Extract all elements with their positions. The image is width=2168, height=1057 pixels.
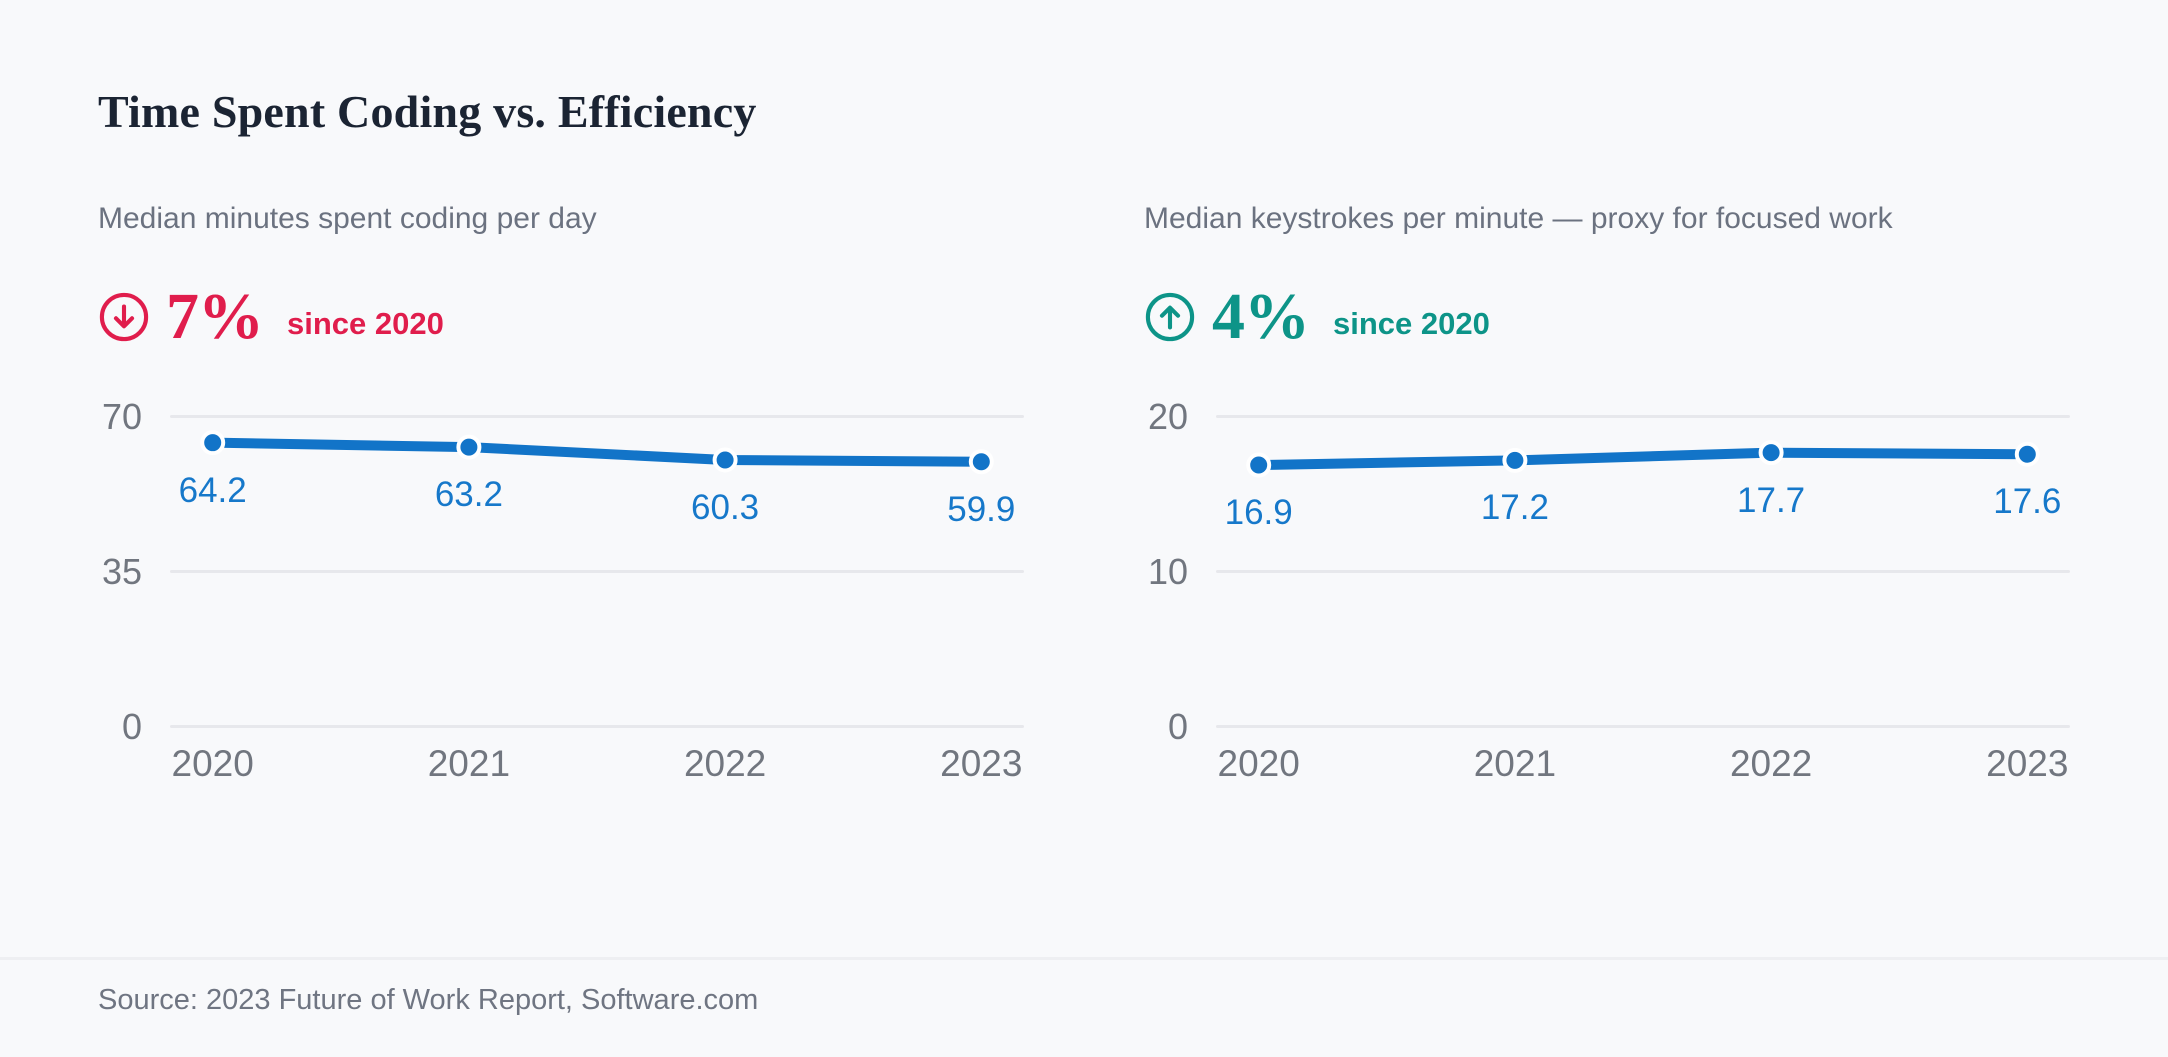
y-tick-label: 35 bbox=[101, 550, 142, 592]
stat-caption: since 2020 bbox=[1333, 305, 1490, 341]
gridline bbox=[170, 725, 1024, 729]
x-tick-label: 2020 bbox=[1217, 742, 1300, 784]
data-point-label: 59.9 bbox=[947, 489, 1016, 529]
stat-value: 4% bbox=[1212, 279, 1310, 353]
data-point-label: 17.7 bbox=[1737, 480, 1806, 520]
x-tick-label: 2020 bbox=[171, 742, 254, 784]
y-tick-label: 0 bbox=[1167, 705, 1188, 747]
gridline bbox=[170, 570, 1024, 574]
x-tick-label: 2022 bbox=[1729, 742, 1813, 784]
source-note: Source: 2023 Future of Work Report, Soft… bbox=[98, 984, 759, 1016]
data-point-label: 17.6 bbox=[1993, 482, 2062, 522]
gridline bbox=[1216, 725, 2070, 729]
arrow-up-circle-icon bbox=[1145, 292, 1195, 342]
charts-container: Median minutes spent coding per day 7% s… bbox=[98, 201, 2070, 789]
report-page: Time Spent Coding vs. Efficiency Median … bbox=[0, 86, 2168, 1057]
y-tick-label: 20 bbox=[1147, 395, 1188, 437]
chart-area: 0 35 70 64.2 63.2 60.3 59.9 bbox=[98, 396, 1024, 747]
plot-area: 64.2 63.2 60.3 59.9 bbox=[170, 415, 1024, 729]
chart-area: 0 10 20 16.9 17.2 17.7 17.6 bbox=[1144, 396, 2070, 747]
x-tick-label: 2021 bbox=[1473, 742, 1557, 784]
x-tick-label: 2022 bbox=[683, 742, 767, 784]
arrow-down-circle-icon bbox=[99, 292, 149, 342]
data-point bbox=[712, 447, 738, 473]
x-tick-label: 2023 bbox=[940, 742, 1023, 784]
y-tick-label: 10 bbox=[1147, 550, 1188, 592]
data-point bbox=[1246, 452, 1272, 478]
line-series bbox=[200, 430, 994, 475]
footer-divider bbox=[0, 957, 2168, 960]
chart-subtitle: Median minutes spent coding per day bbox=[98, 201, 597, 235]
line-series bbox=[1246, 440, 2040, 478]
chart-keystrokes: Median keystrokes per minute — proxy for… bbox=[1144, 201, 2070, 789]
x-axis-labels: 2020 2021 2022 2023 bbox=[1216, 743, 2070, 789]
data-point bbox=[1758, 440, 1784, 466]
data-point bbox=[1502, 447, 1528, 473]
data-point-label: 17.2 bbox=[1480, 488, 1549, 528]
y-tick-label: 0 bbox=[121, 705, 142, 747]
stat-value: 7% bbox=[166, 279, 264, 353]
data-point-label: 63.2 bbox=[434, 475, 503, 514]
data-point bbox=[2014, 441, 2040, 467]
chart-minutes-coding: Median minutes spent coding per day 7% s… bbox=[98, 201, 1024, 789]
x-axis-labels: 2020 2021 2022 2023 bbox=[170, 743, 1024, 789]
data-point-label: 16.9 bbox=[1224, 492, 1293, 532]
data-point-label: 64.2 bbox=[178, 470, 247, 510]
stat-row-increase: 4% since 2020 bbox=[1144, 283, 2070, 351]
data-point bbox=[200, 430, 226, 456]
gridline bbox=[170, 415, 1024, 419]
data-point-label: 60.3 bbox=[691, 487, 760, 527]
chart-subtitle: Median keystrokes per minute — proxy for… bbox=[1144, 201, 1893, 235]
x-tick-label: 2023 bbox=[1986, 742, 2069, 784]
x-tick-label: 2021 bbox=[427, 742, 511, 784]
page-title: Time Spent Coding vs. Efficiency bbox=[98, 86, 757, 137]
stat-row-decrease: 7% since 2020 bbox=[98, 283, 1024, 351]
y-tick-label: 70 bbox=[101, 395, 142, 437]
gridline bbox=[1216, 570, 2070, 574]
y-axis-labels: 0 10 20 bbox=[1144, 396, 1188, 747]
data-point bbox=[968, 449, 994, 475]
stat-caption: since 2020 bbox=[287, 305, 444, 341]
y-axis-labels: 0 35 70 bbox=[98, 396, 142, 747]
gridline bbox=[1216, 415, 2070, 419]
plot-area: 16.9 17.2 17.7 17.6 bbox=[1216, 415, 2070, 729]
data-point bbox=[456, 434, 482, 460]
